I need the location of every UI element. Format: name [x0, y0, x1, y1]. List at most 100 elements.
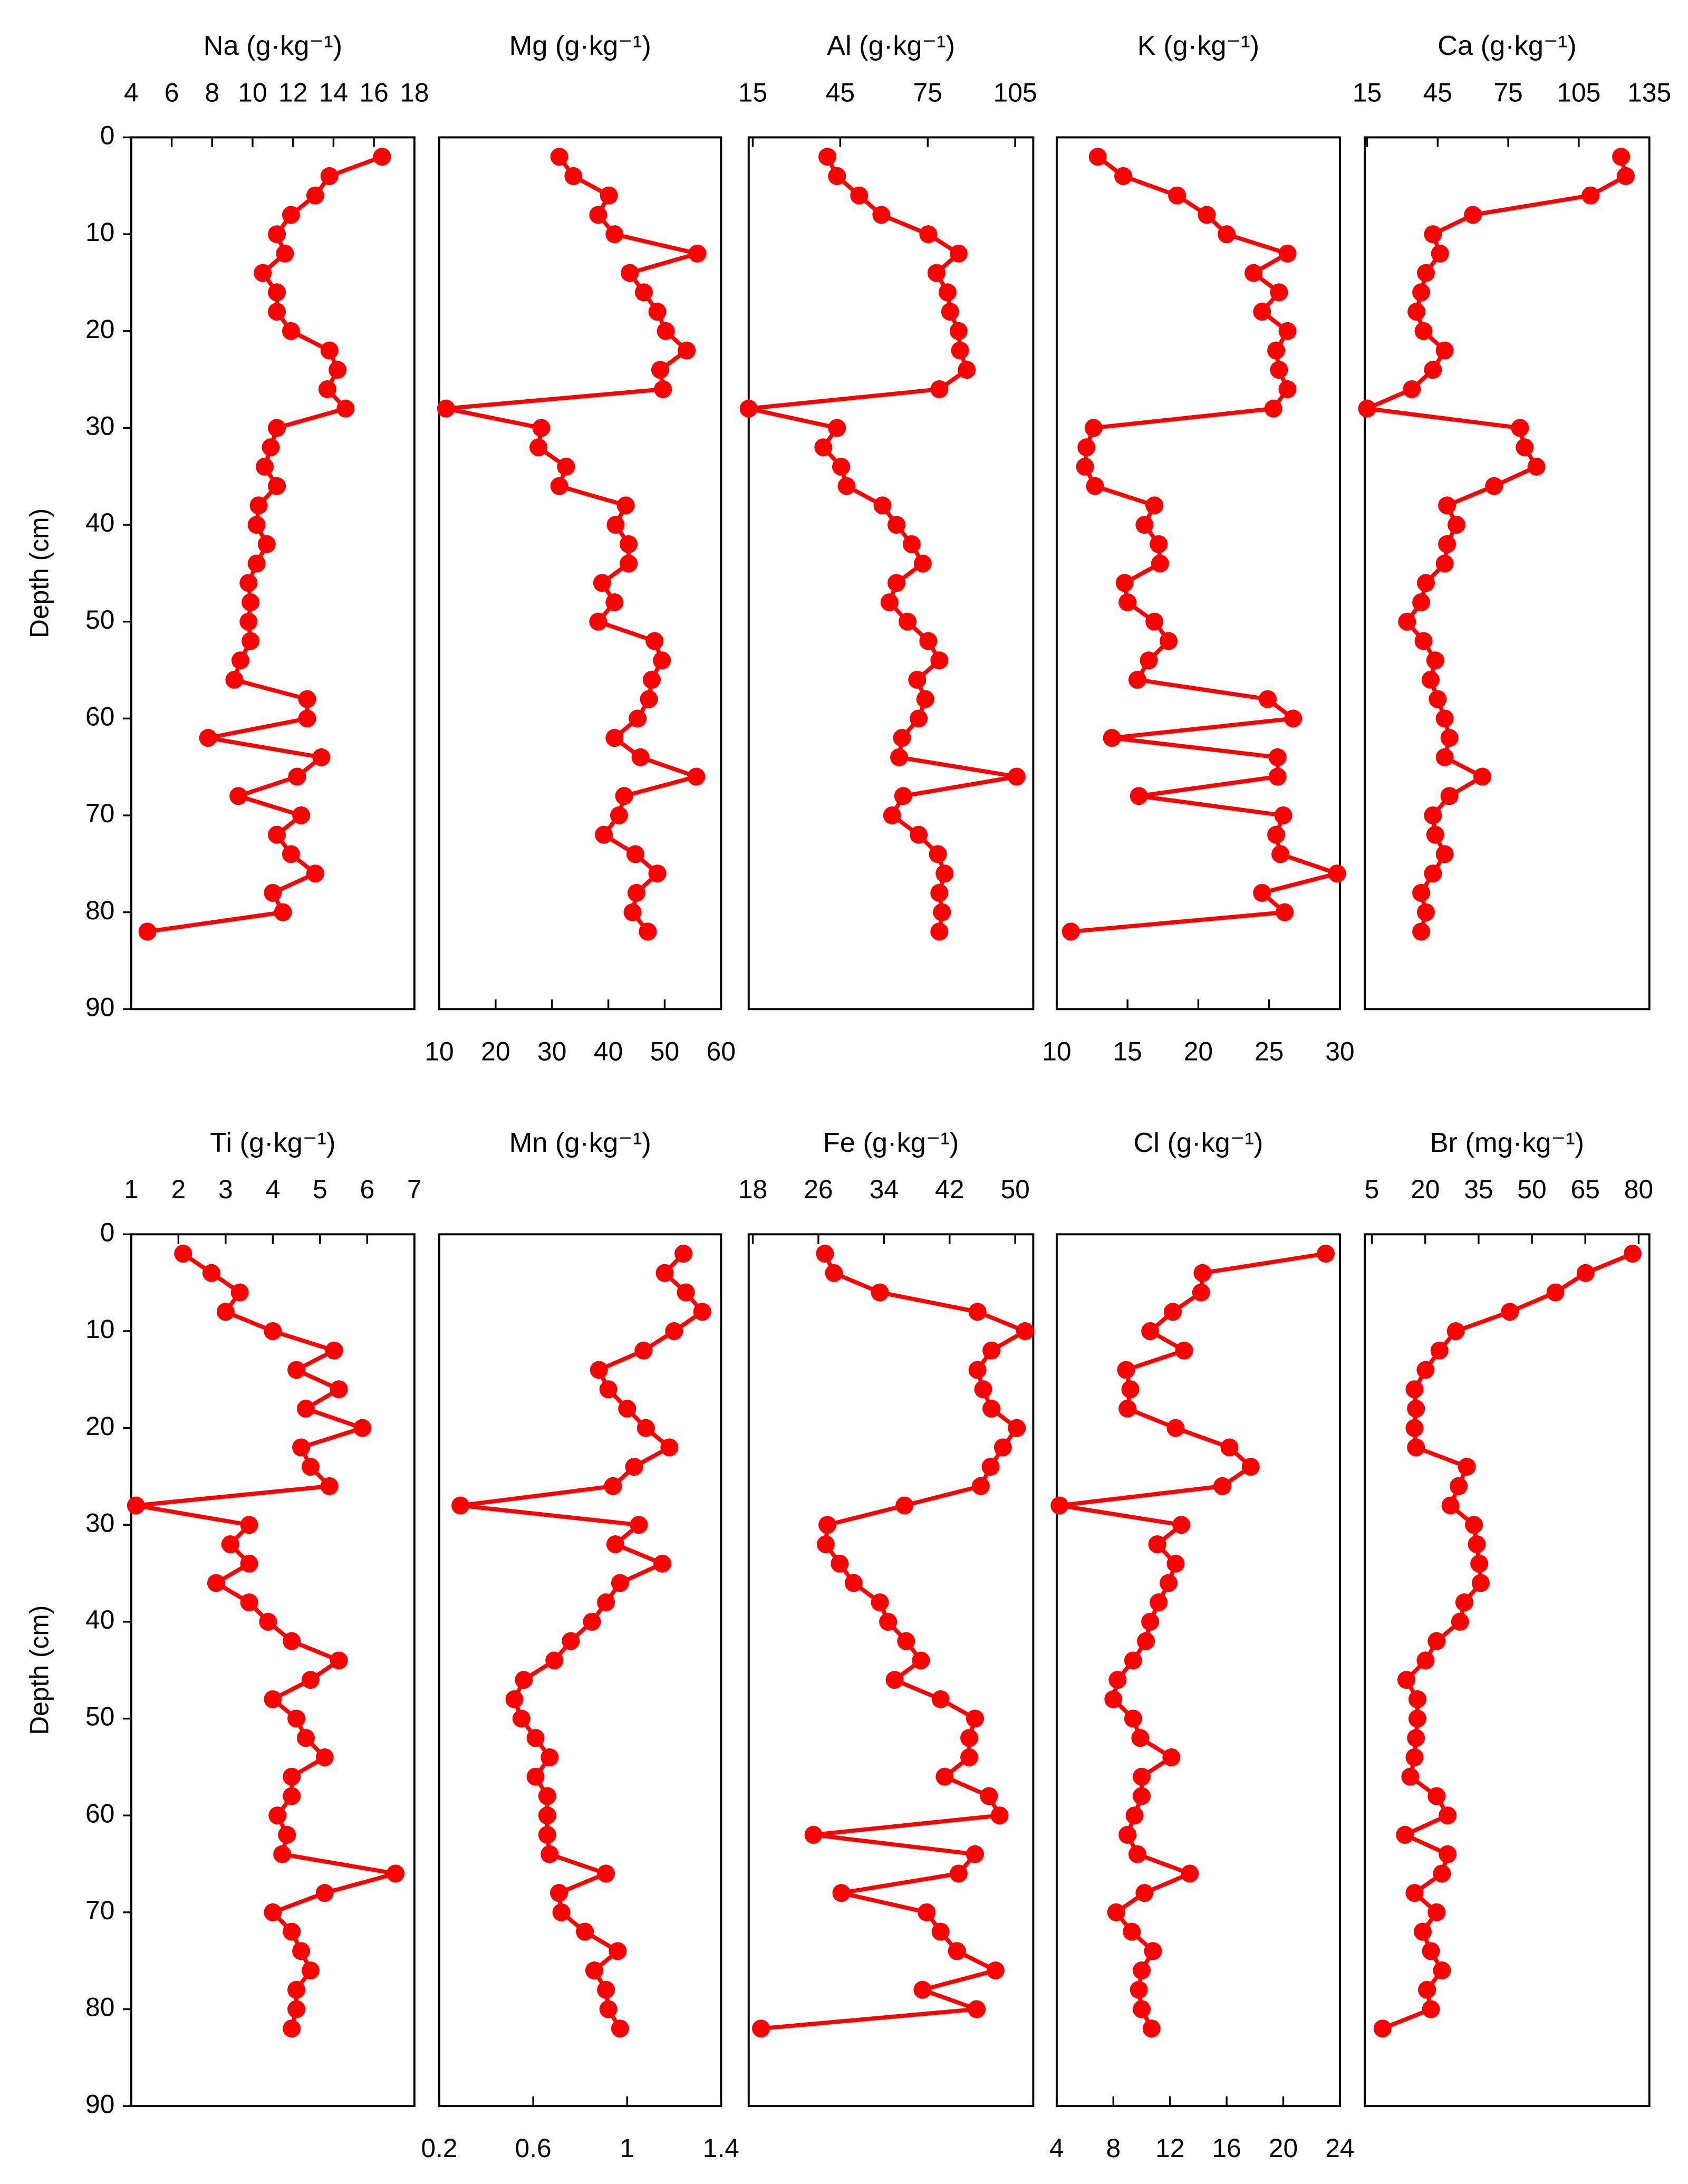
data-point [879, 1612, 898, 1631]
x-tick-label: 15 [1113, 1036, 1142, 1066]
y-tick-label: 20 [85, 1411, 114, 1441]
data-point [541, 1845, 559, 1863]
data-point [1424, 361, 1442, 379]
data-point [628, 883, 646, 902]
data-point [818, 148, 837, 166]
data-point [1086, 477, 1104, 495]
data-point [1130, 1980, 1148, 1999]
data-point [1278, 322, 1297, 340]
data-point [651, 361, 669, 379]
data-point [512, 1709, 530, 1728]
y-tick-label: 60 [85, 702, 114, 732]
data-point [828, 167, 846, 185]
data-point [1440, 787, 1459, 805]
panel-title: Mn (g·kg⁻¹) [509, 1128, 651, 1158]
data-point [1103, 729, 1121, 747]
data-point [1115, 574, 1134, 592]
x-tick-label: 1 [124, 1175, 139, 1204]
data-point [648, 864, 667, 883]
data-point [1050, 1496, 1069, 1515]
data-point [1435, 845, 1454, 863]
panel-title: Fe (g·kg⁻¹) [823, 1128, 959, 1158]
data-point [919, 225, 938, 244]
data-point [1424, 864, 1442, 883]
data-point [919, 632, 938, 650]
data-point [660, 1438, 679, 1457]
x-tick-label: 0.2 [421, 2133, 457, 2163]
data-point [873, 496, 892, 515]
data-point [239, 574, 258, 592]
data-point [1245, 264, 1263, 282]
data-point [1198, 206, 1216, 224]
data-point [825, 1264, 843, 1282]
data-point [931, 1690, 950, 1708]
data-point [850, 186, 869, 205]
data-point [306, 864, 324, 883]
data-point [1440, 729, 1459, 747]
data-point [1264, 399, 1282, 418]
data-point [1407, 1399, 1425, 1418]
data-point [653, 651, 671, 670]
data-point [1121, 1380, 1140, 1399]
data-point [1451, 1612, 1469, 1631]
data-point [315, 1884, 334, 1902]
data-point [1159, 1574, 1178, 1592]
x-tick-label: 16 [1212, 2133, 1241, 2163]
data-point [552, 1903, 571, 1921]
data-point [1398, 612, 1416, 631]
data-point [752, 2019, 770, 2038]
x-tick-label: 16 [359, 78, 388, 107]
y-tick-label: 0 [100, 1217, 115, 1247]
y-tick-label: 10 [85, 217, 114, 247]
data-point [1433, 1961, 1451, 1980]
data-point [960, 1748, 979, 1767]
x-tick-label: 105 [993, 78, 1037, 107]
data-point [138, 922, 157, 941]
data-point [1124, 1651, 1142, 1670]
data-point [814, 438, 833, 457]
y-tick-label: 60 [85, 1798, 114, 1828]
data-point [930, 922, 949, 941]
data-point [576, 1922, 594, 1941]
x-tick-label: 50 [1517, 1175, 1546, 1204]
data-point [315, 1748, 334, 1767]
data-point [968, 2000, 986, 2018]
data-point [634, 1341, 653, 1360]
data-point [1405, 1380, 1424, 1399]
x-tick-label: 45 [1423, 78, 1452, 107]
data-point [1546, 1283, 1565, 1302]
panel-title: Mg (g·kg⁻¹) [509, 31, 651, 61]
data-point [1084, 419, 1103, 437]
x-tick-label: 8 [205, 78, 219, 107]
data-point [1267, 341, 1286, 360]
data-point [1516, 438, 1534, 457]
data-point [609, 1942, 627, 1960]
data-point [1104, 1690, 1123, 1708]
data-point [982, 1399, 1001, 1418]
data-point [1241, 1458, 1260, 1476]
data-point [1401, 1767, 1420, 1786]
data-point [306, 186, 324, 205]
data-point [913, 1980, 932, 1999]
data-point [264, 883, 282, 902]
data-point [264, 1690, 282, 1708]
data-point [541, 1748, 559, 1767]
data-point [630, 1516, 648, 1534]
data-point [1427, 1787, 1446, 1805]
data-point [593, 574, 611, 592]
data-point [631, 748, 650, 766]
data-point [336, 399, 355, 418]
data-point [1623, 1245, 1642, 1263]
data-point [240, 1516, 258, 1534]
x-tick-label: 7 [407, 1175, 422, 1204]
data-point [1132, 1787, 1151, 1805]
data-point [949, 244, 968, 263]
data-point [1016, 1322, 1034, 1340]
profile-line [1070, 155, 1339, 934]
plot-frame [438, 1233, 722, 2108]
y-tick-label: 50 [85, 1702, 114, 1731]
data-point [1118, 1825, 1137, 1844]
x-tick-label: 1.4 [703, 2133, 739, 2163]
data-point [966, 1709, 984, 1728]
x-tick-label: 20 [1184, 1036, 1213, 1066]
